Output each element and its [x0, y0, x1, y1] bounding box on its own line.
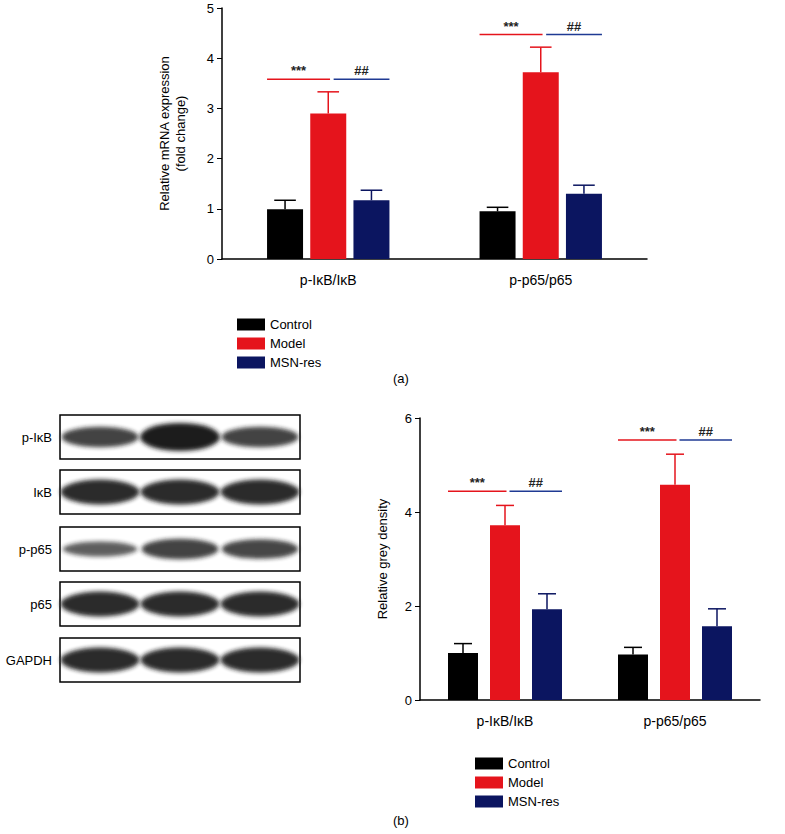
svg-text:(fold change): (fold change) [173, 96, 188, 172]
svg-text:0: 0 [405, 693, 412, 708]
svg-text:(a): (a) [393, 371, 409, 386]
svg-text:4: 4 [207, 51, 214, 66]
svg-text:2: 2 [207, 151, 214, 166]
svg-text:0: 0 [207, 252, 214, 267]
svg-text:1: 1 [207, 201, 214, 216]
svg-text:p-IκB/IκB: p-IκB/IκB [477, 713, 534, 729]
svg-text:IκB: IκB [33, 485, 52, 500]
svg-text:p-IκB/IκB: p-IκB/IκB [300, 272, 357, 288]
svg-text:5: 5 [207, 1, 214, 16]
svg-text:2: 2 [405, 599, 412, 614]
svg-text:##: ## [699, 424, 714, 439]
svg-text:3: 3 [207, 101, 214, 116]
svg-text:##: ## [354, 63, 369, 78]
svg-text:4: 4 [405, 505, 412, 520]
svg-text:Relative mRNA expression: Relative mRNA expression [157, 56, 172, 211]
svg-text:##: ## [529, 475, 544, 490]
svg-text:***: *** [640, 424, 656, 439]
svg-text:p-p65/p65: p-p65/p65 [643, 713, 706, 729]
svg-text:(b): (b) [393, 813, 409, 828]
svg-text:MSN-res: MSN-res [508, 794, 560, 809]
svg-text:p-IκB: p-IκB [22, 430, 52, 445]
svg-text:Model: Model [270, 336, 306, 351]
svg-text:Relative grey density: Relative grey density [375, 498, 390, 619]
svg-text:***: *** [291, 63, 307, 78]
svg-text:p-p65/p65: p-p65/p65 [509, 272, 572, 288]
svg-text:Control: Control [270, 317, 312, 332]
svg-text:p65: p65 [30, 597, 52, 612]
svg-text:***: *** [470, 475, 486, 490]
svg-text:6: 6 [405, 411, 412, 426]
svg-text:MSN-res: MSN-res [270, 355, 322, 370]
svg-text:##: ## [567, 19, 582, 34]
svg-text:GAPDH: GAPDH [6, 653, 52, 668]
svg-text:Model: Model [508, 775, 544, 790]
svg-text:***: *** [503, 19, 519, 34]
svg-text:Control: Control [508, 756, 550, 771]
svg-text:p-p65: p-p65 [19, 542, 52, 557]
